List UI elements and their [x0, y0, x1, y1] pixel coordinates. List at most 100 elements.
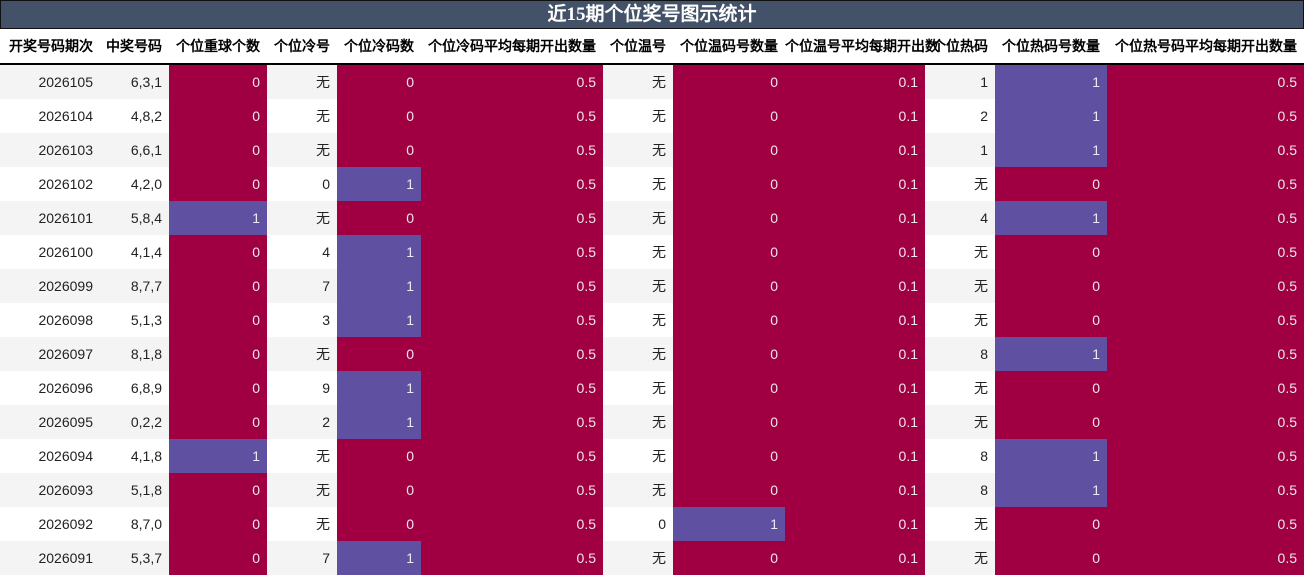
column-header[interactable]: 个位冷码数 — [337, 29, 421, 65]
table-cell: 1 — [995, 439, 1107, 473]
table-cell: 0 — [267, 167, 337, 201]
column-header[interactable]: 个位冷号 — [267, 29, 337, 65]
column-header[interactable]: 个位热码号数量 — [995, 29, 1107, 65]
table-cell: 0.5 — [1107, 99, 1304, 133]
table-cell: 0.5 — [1107, 303, 1304, 337]
table-cell: 0.1 — [785, 269, 925, 303]
table-cell: 0 — [337, 337, 421, 371]
table-cell: 2026096 — [0, 371, 100, 405]
table-cell: 无 — [267, 507, 337, 541]
table-cell: 1 — [169, 201, 267, 235]
table-cell: 0 — [169, 235, 267, 269]
table-cell: 无 — [603, 64, 673, 99]
table-cell: 无 — [925, 507, 995, 541]
column-header[interactable]: 个位温号 — [603, 29, 673, 65]
table-cell: 8 — [925, 473, 995, 507]
table-cell: 0.5 — [421, 439, 603, 473]
table-cell: 0.5 — [1107, 167, 1304, 201]
table-cell: 1 — [995, 337, 1107, 371]
table-cell: 2026101 — [0, 201, 100, 235]
table-cell: 2026094 — [0, 439, 100, 473]
table-cell: 8,7,0 — [100, 507, 169, 541]
table-cell: 0 — [995, 541, 1107, 575]
column-header[interactable]: 个位温号平均每期开出数 — [785, 29, 939, 65]
table-cell: 1 — [995, 473, 1107, 507]
table-row: 2026100 4,1,4 0 4 1 0.5 无 0 0.1 无 0 0.5 — [0, 235, 1304, 269]
table-cell: 0 — [673, 541, 785, 575]
table-cell: 1 — [673, 507, 785, 541]
table-cell: 1 — [995, 64, 1107, 99]
table-cell: 无 — [603, 541, 673, 575]
table-row: 2026103 6,6,1 0 无 0 0.5 无 0 0.1 1 1 0.5 — [0, 133, 1304, 167]
table-cell: 6,3,1 — [100, 64, 169, 99]
table-cell: 0.5 — [1107, 439, 1304, 473]
table-cell: 无 — [925, 235, 995, 269]
column-header[interactable]: 中奖号码 — [100, 29, 169, 65]
table-cell: 1 — [995, 99, 1107, 133]
column-header[interactable]: 个位温码号数量 — [673, 29, 785, 65]
table-cell: 0.5 — [1107, 507, 1304, 541]
table-row: 2026096 6,8,9 0 9 1 0.5 无 0 0.1 无 0 0.5 — [0, 371, 1304, 405]
table-cell: 0 — [673, 405, 785, 439]
table-cell: 0.5 — [421, 541, 603, 575]
table-cell: 8 — [925, 337, 995, 371]
table-cell: 0 — [673, 303, 785, 337]
column-header[interactable]: 个位冷码平均每期开出数量 — [421, 29, 603, 65]
stats-table: 开奖号码期次 中奖号码 个位重球个数 个位冷号 个位冷码数 个位冷码平均每期开出数量 个位温… — [0, 29, 1304, 575]
table-cell: 7 — [267, 269, 337, 303]
table-cell: 无 — [925, 541, 995, 575]
table-cell: 2026092 — [0, 507, 100, 541]
table-cell: 2026093 — [0, 473, 100, 507]
table-cell: 0.1 — [785, 405, 925, 439]
table-cell: 无 — [925, 167, 995, 201]
table-cell: 0 — [169, 473, 267, 507]
table-cell: 0 — [995, 303, 1107, 337]
table-cell: 无 — [925, 371, 995, 405]
table-cell: 0 — [673, 337, 785, 371]
table-cell: 无 — [603, 99, 673, 133]
table-cell: 2 — [925, 99, 995, 133]
column-header[interactable]: 个位重球个数 — [169, 29, 267, 65]
table-cell: 4,2,0 — [100, 167, 169, 201]
table-cell: 8,7,7 — [100, 269, 169, 303]
table-cell: 0.5 — [421, 337, 603, 371]
table-cell: 1 — [995, 133, 1107, 167]
table-cell: 0.5 — [421, 507, 603, 541]
table-row: 2026104 4,8,2 0 无 0 0.5 无 0 0.1 2 1 0.5 — [0, 99, 1304, 133]
table-cell: 0 — [673, 473, 785, 507]
table-cell: 0.5 — [1107, 473, 1304, 507]
table-cell: 2026098 — [0, 303, 100, 337]
table-title: 近15期个位奖号图示统计 — [0, 0, 1304, 29]
column-header[interactable]: 开奖号码期次 — [0, 29, 100, 65]
table-cell: 0.5 — [421, 405, 603, 439]
table-cell: 0.5 — [421, 235, 603, 269]
table-cell: 0.1 — [785, 64, 925, 99]
table-cell: 5,1,3 — [100, 303, 169, 337]
table-cell: 2026091 — [0, 541, 100, 575]
table-cell: 6,6,1 — [100, 133, 169, 167]
table-cell: 无 — [603, 473, 673, 507]
table-cell: 0.1 — [785, 133, 925, 167]
table-row: 2026097 8,1,8 0 无 0 0.5 无 0 0.1 8 1 0.5 — [0, 337, 1304, 371]
table-cell: 0.1 — [785, 235, 925, 269]
table-row: 2026092 8,7,0 0 无 0 0.5 0 1 0.1 无 0 0.5 — [0, 507, 1304, 541]
table-cell: 0.1 — [785, 167, 925, 201]
column-header[interactable]: 个位热码 — [925, 29, 995, 65]
table-cell: 无 — [603, 269, 673, 303]
table-cell: 1 — [337, 371, 421, 405]
table-cell: 0.5 — [421, 167, 603, 201]
table-cell: 0 — [337, 201, 421, 235]
header-row: 开奖号码期次 中奖号码 个位重球个数 个位冷号 个位冷码数 个位冷码平均每期开出数量 个位温… — [0, 29, 1304, 65]
table-cell: 无 — [603, 235, 673, 269]
table-cell: 0.5 — [421, 269, 603, 303]
table-cell: 0.5 — [1107, 541, 1304, 575]
table-cell: 0.5 — [1107, 269, 1304, 303]
table-cell: 0 — [673, 64, 785, 99]
table-cell: 2026105 — [0, 64, 100, 99]
table-cell: 无 — [267, 201, 337, 235]
table-cell: 0.5 — [1107, 337, 1304, 371]
table-cell: 0 — [673, 167, 785, 201]
table-cell: 无 — [603, 133, 673, 167]
table-cell: 0.5 — [421, 473, 603, 507]
column-header[interactable]: 个位热号码平均每期开出数量 — [1107, 29, 1304, 65]
